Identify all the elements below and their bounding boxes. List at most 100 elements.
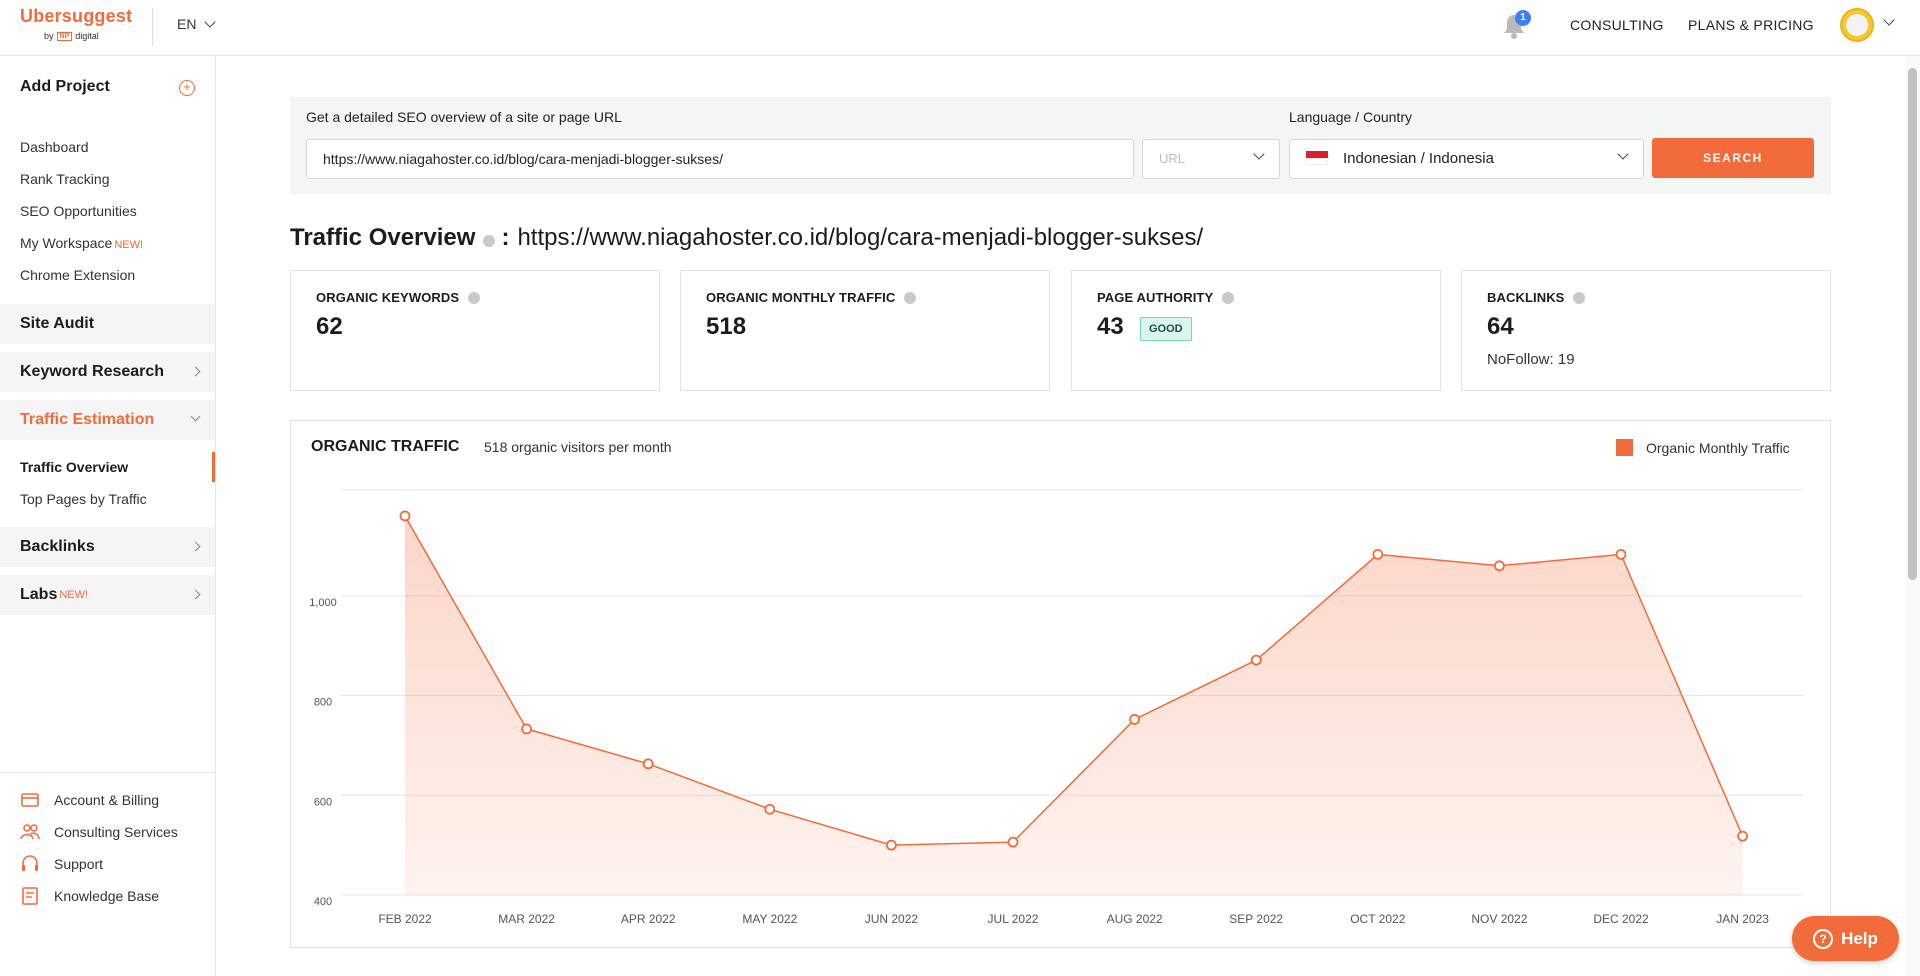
consulting-link[interactable]: CONSULTING <box>1570 17 1664 33</box>
sidebar-divider <box>0 772 215 773</box>
sidebar-item-top-pages[interactable]: Top Pages by Traffic <box>20 491 147 507</box>
ubersuggest-logo[interactable]: Ubersuggest by NP digital <box>20 6 132 41</box>
help-icon[interactable] <box>904 291 917 304</box>
top-header: Ubersuggest by NP digital EN 1 CONSULTIN… <box>0 0 1920 56</box>
header-divider <box>152 8 153 46</box>
backlinks-card: BACKLINKS 64 NoFollow: 19 <box>1461 270 1831 391</box>
help-icon[interactable] <box>468 291 481 304</box>
data-point[interactable] <box>1129 714 1140 725</box>
x-tick-label: SEP 2022 <box>1229 912 1283 926</box>
backlinks-label: Backlinks <box>20 538 95 555</box>
chart-title: ORGANIC TRAFFIC <box>311 438 460 455</box>
chevron-down-icon <box>1253 148 1265 160</box>
organic-traffic-card: ORGANIC MONTHLY TRAFFIC 518 <box>680 270 1050 391</box>
page-authority-label: PAGE AUTHORITY <box>1097 290 1214 305</box>
sidebar-section-backlinks[interactable]: Backlinks <box>0 527 215 567</box>
knowledge-base-label: Knowledge Base <box>54 888 160 904</box>
sidebar-item-consulting-services[interactable]: Consulting Services <box>20 822 178 842</box>
data-point[interactable] <box>1007 836 1019 848</box>
sidebar-section-site-audit[interactable]: Site Audit <box>0 304 215 344</box>
data-point[interactable] <box>1250 654 1262 666</box>
x-tick-label: APR 2022 <box>621 912 676 926</box>
language-selector[interactable]: EN <box>177 16 217 32</box>
chart-legend[interactable]: Organic Monthly Traffic <box>1616 439 1790 456</box>
people-icon <box>20 824 40 840</box>
help-icon[interactable] <box>1222 291 1235 304</box>
help-icon[interactable] <box>1573 291 1586 304</box>
organic-traffic-chart: 400 600 800 1,000 FEB 2022 MAR 2022 APR 2022 MA… <box>309 489 1803 926</box>
data-point[interactable] <box>521 723 533 735</box>
site-audit-label: Site Audit <box>20 315 95 332</box>
avatar[interactable] <box>1840 8 1874 42</box>
support-label: Support <box>54 856 104 872</box>
language-country-label: Language / Country <box>1289 109 1412 125</box>
chevron-right-icon <box>190 366 201 377</box>
sidebar-item-my-workspace[interactable]: My Workspace NEW! <box>20 235 143 251</box>
x-tick-label: JUN 2022 <box>865 912 919 926</box>
sidebar-item-account-billing[interactable]: Account & Billing <box>20 790 159 810</box>
labs-label: Labs <box>20 586 58 603</box>
data-point[interactable] <box>1615 548 1627 560</box>
overview-url: https://www.niagahoster.co.id/blog/cara-… <box>517 224 1204 251</box>
language-label: EN <box>177 16 197 32</box>
page-title: Traffic Overview : https://www.niagahost… <box>290 224 1203 252</box>
traffic-estimation-label: Traffic Estimation <box>20 411 155 428</box>
help-icon[interactable] <box>483 235 496 247</box>
my-workspace-label: My Workspace <box>20 235 113 251</box>
language-country-value: Indonesian / Indonesia <box>1343 150 1494 167</box>
organic-traffic-chart-card: 400 600 800 1,000 FEB 2022 MAR 2022 APR 2022 MA… <box>290 420 1831 948</box>
book-icon <box>22 887 38 905</box>
credit-card-icon <box>21 793 39 807</box>
sidebar-item-knowledge-base[interactable]: Knowledge Base <box>20 886 159 906</box>
data-point[interactable] <box>642 758 654 770</box>
sidebar-section-traffic-estimation[interactable]: Traffic Estimation <box>0 400 215 440</box>
chevron-down-icon[interactable] <box>1883 14 1895 26</box>
sidebar-item-chrome-extension[interactable]: Chrome Extension <box>20 267 136 283</box>
help-button[interactable]: ? Help <box>1792 916 1899 961</box>
url-input[interactable]: https://www.niagahoster.co.id/blog/cara-… <box>306 139 1134 179</box>
logo-text: Ubersuggest <box>20 6 133 26</box>
user-icon <box>1846 14 1868 36</box>
x-tick-label: JAN 2023 <box>1716 912 1769 926</box>
card-label: BACKLINKS <box>1487 290 1586 305</box>
language-country-select[interactable]: Indonesian / Indonesia <box>1289 139 1644 179</box>
sidebar-section-keyword-research[interactable]: Keyword Research <box>0 352 215 392</box>
plus-circle-icon[interactable]: + <box>179 80 195 96</box>
np-logo: NP <box>56 31 73 41</box>
data-point[interactable] <box>1737 830 1748 842</box>
card-label: ORGANIC MONTHLY TRAFFIC <box>706 290 917 305</box>
sidebar-item-traffic-overview[interactable]: Traffic Overview <box>20 459 129 475</box>
sidebar-item-support[interactable]: Support <box>20 854 103 874</box>
scrollbar-thumb[interactable] <box>1908 68 1917 580</box>
add-project-label[interactable]: Add Project <box>20 78 110 95</box>
y-tick-label: 400 <box>314 896 332 908</box>
search-button[interactable]: SEARCH <box>1652 138 1814 178</box>
chevron-right-icon <box>190 541 201 552</box>
sidebar-item-seo-opportunities[interactable]: SEO Opportunities <box>20 203 137 219</box>
keyword-research-label: Keyword Research <box>20 363 165 380</box>
plans-pricing-link[interactable]: PLANS & PRICING <box>1688 17 1814 33</box>
chevron-down-icon <box>190 411 201 422</box>
chevron-down-icon <box>204 16 217 28</box>
active-indicator <box>212 452 215 482</box>
sidebar-item-dashboard[interactable]: Dashboard <box>20 139 89 155</box>
backlinks-label: BACKLINKS <box>1487 290 1565 305</box>
page-authority-value: 43 <box>1097 313 1124 340</box>
data-point[interactable] <box>399 510 411 522</box>
logo-digital: digital <box>75 31 99 41</box>
sidebar-item-rank-tracking[interactable]: Rank Tracking <box>20 171 110 187</box>
title-colon: : <box>501 224 510 251</box>
data-point[interactable] <box>1494 560 1505 572</box>
data-point[interactable] <box>1372 548 1384 560</box>
data-point[interactable] <box>764 803 776 815</box>
indonesia-flag-icon <box>1306 151 1328 165</box>
search-type-select[interactable]: URL <box>1142 139 1280 179</box>
account-billing-label: Account & Billing <box>54 792 160 808</box>
organic-traffic-label: ORGANIC MONTHLY TRAFFIC <box>706 290 896 305</box>
new-badge: NEW! <box>59 589 89 601</box>
new-badge: NEW! <box>114 239 144 251</box>
y-tick-label: 1,000 <box>309 597 337 609</box>
data-point[interactable] <box>886 839 897 851</box>
headset-icon <box>22 855 38 871</box>
sidebar-section-labs[interactable]: Labs NEW! <box>0 575 215 615</box>
